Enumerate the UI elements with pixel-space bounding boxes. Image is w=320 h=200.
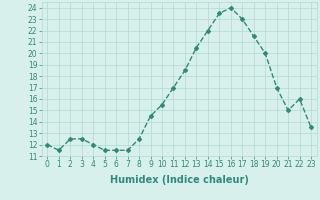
X-axis label: Humidex (Indice chaleur): Humidex (Indice chaleur) xyxy=(110,175,249,185)
